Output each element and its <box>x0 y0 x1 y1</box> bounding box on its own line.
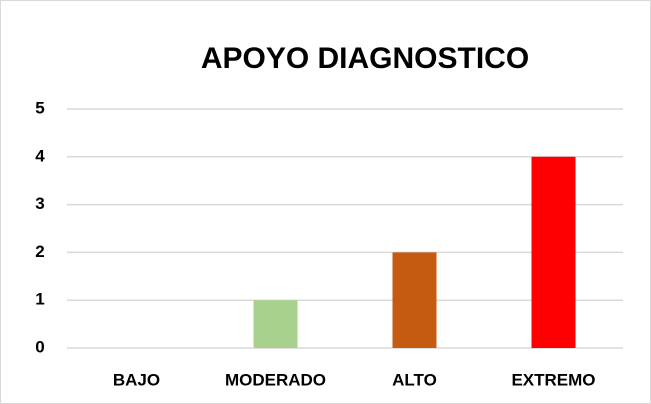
bar <box>531 156 576 348</box>
x-tick-label: MODERADO <box>225 370 326 389</box>
y-tick-label: 5 <box>35 98 44 117</box>
y-tick-label: 0 <box>35 337 44 356</box>
y-tick-label: 4 <box>35 146 45 165</box>
bar <box>253 300 298 348</box>
bar <box>392 252 437 348</box>
y-tick-label: 2 <box>35 242 44 261</box>
y-tick-label: 3 <box>35 194 44 213</box>
x-tick-label: BAJO <box>113 370 160 389</box>
x-tick-label: EXTREMO <box>511 370 595 389</box>
y-tick-label: 1 <box>35 290 44 309</box>
chart-title: APOYO DIAGNOSTICO <box>201 42 529 75</box>
x-tick-label: ALTO <box>392 370 437 389</box>
